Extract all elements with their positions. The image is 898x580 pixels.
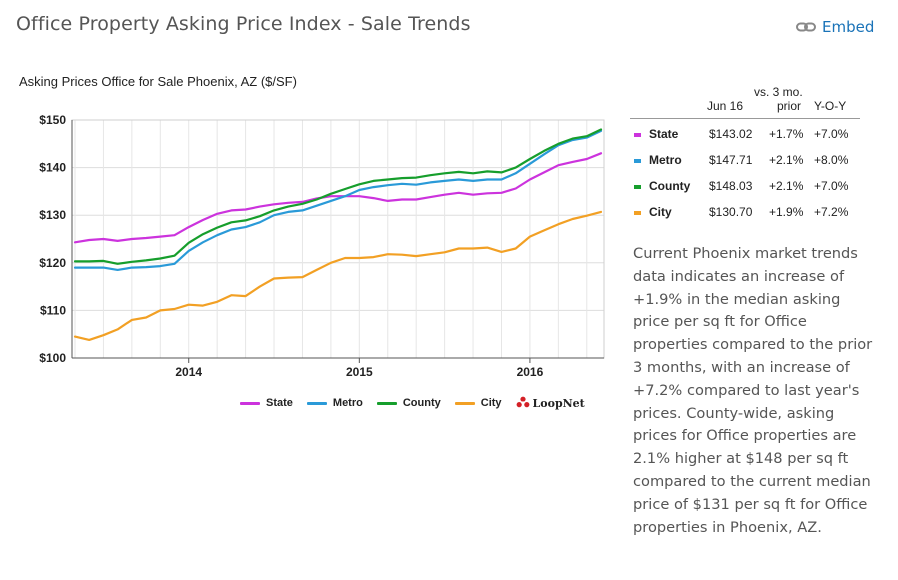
legend-label-city: City — [480, 397, 502, 409]
plot-frame — [71, 119, 605, 359]
summary-row-vs3: +2.1% — [769, 153, 804, 167]
legend-swatch-city — [454, 401, 475, 405]
chart-series — [73, 128, 603, 341]
series-line-state — [73, 152, 603, 244]
chart-axes: $100 $110 $120 $130 $140 $150 2014 2015 2016 — [39, 113, 605, 379]
loopnet-icon — [516, 396, 529, 408]
chart-legend: State Metro County City LoopNet — [240, 396, 585, 410]
series-line-metro — [73, 129, 603, 271]
summary-table: vs. 3 mo. Jun 16 prior Y-O-Y State $143.… — [630, 80, 860, 226]
legend-item-county[interactable]: County — [376, 397, 441, 409]
summary-swatch-metro — [634, 159, 641, 163]
legend-label-metro: Metro — [332, 397, 363, 409]
summary-row-yoy: +7.2% — [814, 205, 849, 219]
summary-header-vs: vs. 3 mo. — [754, 85, 803, 99]
summary-row-name: County — [649, 179, 691, 193]
summary-swatch-county — [634, 185, 641, 189]
summary-row-state: State $143.02 +1.7% +7.0% — [630, 122, 860, 148]
x-tick-label: 2014 — [175, 365, 202, 379]
chart-title: Asking Prices Office for Sale Phoenix, A… — [19, 74, 297, 89]
legend-swatch-metro — [306, 401, 327, 405]
y-tick-label: $110 — [40, 303, 66, 317]
summary-row-vs3: +1.9% — [769, 205, 804, 219]
legend-item-city[interactable]: City — [454, 397, 502, 409]
summary-swatch-city — [634, 211, 641, 215]
summary-header-prior: prior — [777, 99, 802, 113]
summary-row-yoy: +7.0% — [814, 179, 849, 193]
y-tick-label: $120 — [39, 256, 66, 270]
y-tick-label: $140 — [39, 161, 66, 175]
summary-row-metro: Metro $147.71 +2.1% +8.0% — [630, 148, 860, 174]
summary-row-vs3: +1.7% — [769, 127, 804, 141]
y-tick-label: $150 — [39, 113, 66, 127]
y-tick-label: $100 — [39, 351, 66, 365]
summary-row-price: $148.03 — [709, 179, 753, 193]
summary-row-price: $130.70 — [709, 205, 753, 219]
legend-swatch-state — [240, 401, 260, 405]
embed-label: Embed — [822, 18, 875, 36]
summary-row-yoy: +8.0% — [814, 153, 849, 167]
summary-header: vs. 3 mo. Jun 16 prior Y-O-Y — [630, 80, 860, 122]
price-trend-chart: $100 $110 $120 $130 $140 $150 2014 2015 2016 — [39, 113, 605, 379]
series-line-county — [73, 128, 603, 265]
legend-item-state[interactable]: State — [240, 397, 293, 409]
summary-divider — [630, 118, 860, 119]
summary-row-county: County $148.03 +2.1% +7.0% — [630, 174, 860, 200]
legend-label-state: State — [266, 397, 293, 409]
embed-link[interactable]: Embed — [796, 18, 874, 36]
loopnet-brand: LoopNet — [532, 396, 585, 410]
summary-row-name: City — [649, 205, 672, 219]
summary-row-vs3: +2.1% — [769, 179, 804, 193]
summary-row-city: City $130.70 +1.9% +7.2% — [630, 200, 860, 226]
x-tick-label: 2015 — [346, 365, 373, 379]
legend-label-county: County — [402, 397, 441, 409]
chart-grid — [72, 119, 604, 359]
summary-header-date: Jun 16 — [707, 99, 744, 113]
summary-row-yoy: +7.0% — [814, 127, 849, 141]
summary-row-name: Metro — [649, 153, 682, 167]
page-title: Office Property Asking Price Index - Sal… — [16, 13, 471, 35]
summary-row-price: $143.02 — [709, 127, 753, 141]
summary-header-yoy: Y-O-Y — [814, 99, 847, 113]
loopnet-logo: LoopNet — [516, 396, 585, 410]
link-icon — [796, 22, 816, 32]
y-tick-label: $130 — [39, 208, 66, 222]
legend-swatch-county — [376, 401, 397, 405]
summary-row-price: $147.71 — [709, 153, 753, 167]
summary-row-name: State — [649, 127, 679, 141]
summary-swatch-state — [634, 133, 641, 137]
x-tick-label: 2016 — [517, 365, 544, 379]
series-line-city — [73, 210, 603, 341]
market-description: Current Phoenix market trends data indic… — [633, 245, 873, 536]
legend-item-metro[interactable]: Metro — [306, 397, 363, 409]
